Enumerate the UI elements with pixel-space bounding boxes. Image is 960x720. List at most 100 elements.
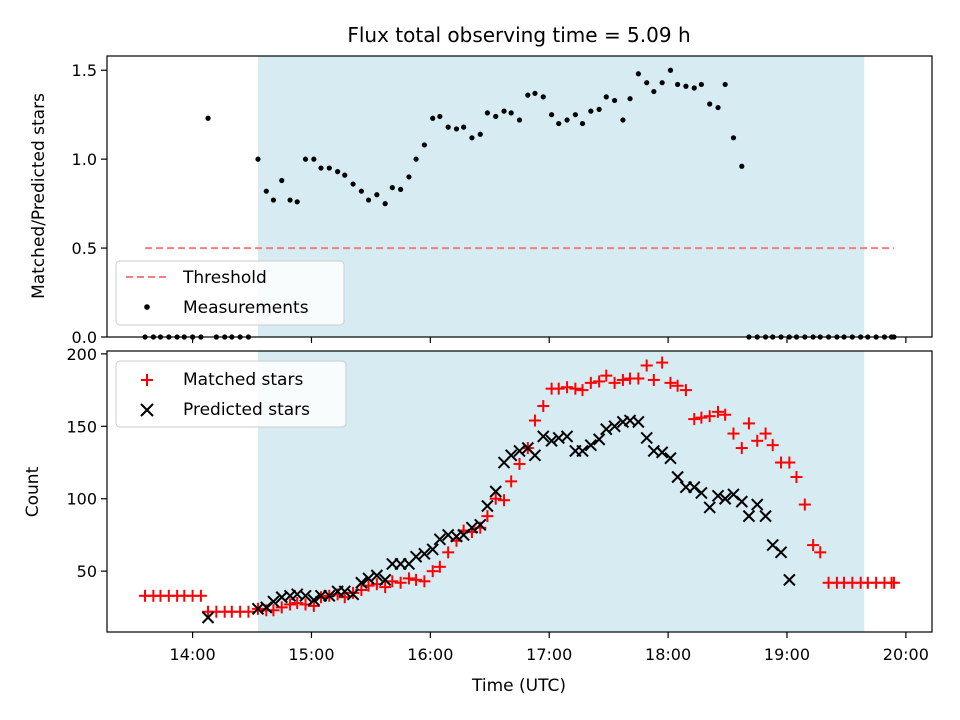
- measurement-point: [294, 199, 300, 205]
- measurement-point: [579, 120, 586, 127]
- predicted-point: [664, 451, 677, 465]
- measurement-point: [627, 96, 633, 102]
- measurement-point: [389, 185, 395, 191]
- measurement-point: [205, 115, 211, 121]
- predicted-point: [718, 492, 732, 505]
- matched-point: [751, 434, 764, 447]
- measurement-point: [730, 135, 737, 141]
- measurement-point: [263, 188, 269, 194]
- predicted-point: [307, 593, 321, 607]
- measurement-point: [532, 90, 538, 96]
- measurement-point: [430, 115, 436, 121]
- matched-point: [394, 576, 407, 589]
- predicted-point: [742, 509, 756, 523]
- measurement-point: [469, 135, 475, 141]
- legend-predicted-swatch: [140, 403, 154, 417]
- predicted-point: [695, 486, 708, 500]
- predicted-point: [560, 430, 574, 443]
- x-axis-label: Time (UTC): [471, 676, 566, 696]
- matched-point: [616, 373, 629, 386]
- matched-point: [410, 573, 423, 586]
- measurement-point: [548, 112, 555, 118]
- matched-point: [647, 373, 660, 386]
- predicted-point: [323, 589, 336, 602]
- measurement-point: [493, 113, 499, 120]
- predicted-point: [362, 572, 375, 585]
- matched-point: [695, 411, 708, 424]
- predicted-point: [759, 509, 772, 523]
- y-tick-label: 200: [66, 345, 97, 364]
- matched-point: [712, 405, 725, 418]
- measurement-point: [335, 169, 341, 175]
- measurement-point: [382, 201, 388, 207]
- predicted-point: [600, 423, 613, 436]
- measurement-point: [342, 172, 348, 178]
- matched-point: [561, 381, 574, 394]
- measurement-point: [698, 81, 704, 88]
- predicted-point: [632, 415, 645, 429]
- matched-point: [442, 546, 455, 559]
- matched-point: [632, 372, 645, 385]
- measurement-point: [287, 197, 293, 203]
- predicted-point: [355, 576, 368, 589]
- predicted-point: [584, 438, 598, 452]
- legend-matched-swatch: [141, 374, 153, 386]
- matched-point: [569, 382, 582, 395]
- predicted-point: [774, 546, 788, 559]
- measurement-point: [635, 71, 641, 77]
- matched-point: [498, 494, 511, 507]
- bottom-x-ticks: 14:00 15:00 16:00 17:00 18:00 19:00 20:00: [170, 632, 929, 664]
- bottom-plot-frame: [106, 350, 933, 633]
- predicted-point: [474, 518, 487, 532]
- measurement-point: [572, 112, 578, 118]
- measurement-point: [445, 124, 451, 130]
- measurement-point: [651, 88, 657, 95]
- y-tick-label: 0.5: [72, 239, 97, 258]
- measurement-point: [398, 186, 404, 192]
- y-tick-label: 1.5: [72, 61, 97, 80]
- matched-point: [727, 427, 740, 440]
- predicted-point: [418, 547, 431, 560]
- measurement-point: [311, 156, 317, 162]
- predicted-point: [267, 595, 280, 608]
- matched-point: [513, 457, 526, 470]
- matched-point: [379, 581, 392, 594]
- predicted-point: [433, 533, 447, 546]
- matched-point: [742, 417, 755, 430]
- matched-point: [291, 597, 304, 610]
- matched-point: [307, 599, 320, 612]
- matched-point: [735, 442, 748, 455]
- predicted-point: [504, 449, 518, 462]
- measurement-point: [675, 81, 681, 88]
- measurement-point: [739, 163, 745, 169]
- matched-point: [887, 576, 900, 589]
- y-tick-label: 50: [77, 562, 97, 581]
- matched-point: [402, 572, 415, 585]
- matched-point: [688, 413, 701, 426]
- matched-point: [798, 498, 811, 511]
- predicted-point: [703, 501, 716, 514]
- predicted-point: [465, 521, 479, 534]
- y-tick-label: 150: [66, 417, 97, 436]
- measurement-point: [691, 85, 697, 91]
- measurement-point: [302, 156, 309, 162]
- measurement-point: [421, 142, 427, 148]
- measurement-point: [683, 83, 689, 89]
- matched-point: [481, 510, 494, 523]
- matched-point: [584, 376, 597, 389]
- predicted-point: [346, 588, 360, 601]
- measurement-point: [358, 188, 364, 194]
- predicted-point: [513, 444, 526, 458]
- legend-measurements-swatch: [144, 304, 150, 310]
- predicted-point: [409, 550, 423, 563]
- predicted-point: [338, 585, 351, 598]
- measurement-point: [707, 101, 713, 107]
- measurement-point: [255, 156, 261, 162]
- measurement-point: [540, 94, 546, 100]
- measurement-point: [525, 92, 531, 98]
- measurement-point: [318, 165, 324, 171]
- shaded-span-top: [257, 56, 865, 337]
- x-tick-label: 20:00: [883, 645, 929, 664]
- matched-point: [347, 586, 360, 599]
- bottom-panel: 50 100 150 200 14:00 15:00 16:00 17:00 18:00 19:…: [23, 345, 933, 696]
